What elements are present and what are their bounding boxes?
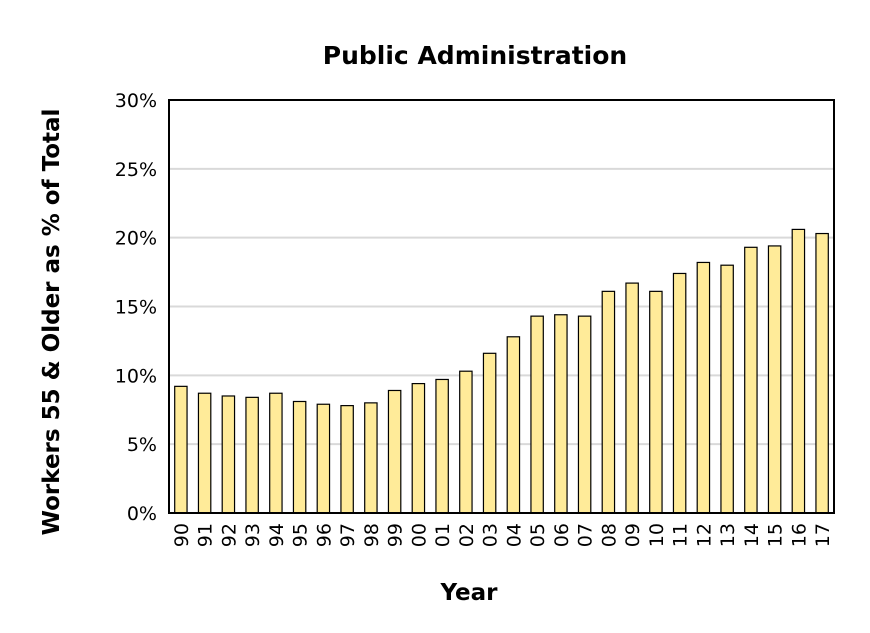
bar-92 — [221, 395, 236, 514]
x-tick-label: 07 — [575, 523, 597, 547]
bar-91 — [197, 392, 212, 514]
y-axis-label: Workers 55 & Older as % of Total — [39, 109, 65, 536]
y-tick-label: 5% — [127, 434, 157, 456]
x-tick-label: 90 — [171, 523, 193, 547]
x-tick-label: 99 — [385, 523, 407, 547]
y-tick-label: 25% — [115, 159, 157, 181]
x-tick-label: 94 — [266, 523, 288, 547]
bar-06 — [554, 314, 568, 514]
y-tick-label: 20% — [115, 228, 157, 250]
bar-17 — [815, 232, 829, 514]
x-tick-label: 14 — [741, 523, 763, 547]
bar-95 — [292, 400, 307, 514]
plot-frame — [168, 99, 835, 514]
bar-07 — [577, 315, 592, 514]
bar-90 — [174, 385, 188, 514]
bar-01 — [435, 378, 449, 514]
x-tick-labels: 90 91 92 93 94 95 96 97 98 99 00 01 02 03 04 05 06 07 08 09… — [171, 523, 834, 547]
bar-11 — [672, 272, 687, 514]
x-tick-label: 10 — [646, 523, 668, 547]
y-tick-labels: 0% 5% 10% 15% 20% 25% 30% — [115, 90, 157, 525]
bar-98 — [364, 402, 378, 514]
x-tick-label: 95 — [290, 523, 312, 547]
x-tick-label: 98 — [361, 523, 383, 547]
y-tick-label: 10% — [115, 365, 157, 387]
x-tick-label: 92 — [218, 523, 240, 547]
x-tick-label: 02 — [456, 523, 478, 547]
x-tick-label: 96 — [313, 523, 335, 547]
bar-00 — [411, 382, 426, 514]
bar-97 — [340, 405, 354, 514]
x-tick-label: 12 — [693, 523, 715, 547]
bar-13 — [720, 264, 734, 514]
x-tick-label: 16 — [788, 523, 810, 547]
x-tick-label: 00 — [408, 523, 430, 547]
x-tick-label: 01 — [432, 523, 454, 547]
y-tick-label: 30% — [115, 90, 157, 112]
bar-93 — [245, 396, 259, 514]
bar-16 — [791, 228, 806, 514]
x-tick-label: 05 — [527, 523, 549, 547]
x-tick-label: 15 — [765, 523, 787, 547]
x-tick-label: 08 — [598, 523, 620, 547]
bar-02 — [459, 370, 473, 514]
y-tick-label: 0% — [127, 503, 157, 525]
x-tick-label: 11 — [670, 523, 692, 547]
bar-10 — [649, 290, 663, 514]
x-tick-label: 06 — [551, 523, 573, 547]
gridlines — [169, 167, 834, 446]
bar-03 — [482, 352, 497, 514]
bar-08 — [601, 290, 616, 514]
x-tick-label: 09 — [622, 523, 644, 547]
bar-09 — [625, 282, 639, 514]
x-tick-label: 97 — [337, 523, 359, 547]
x-tick-label: 91 — [195, 523, 217, 547]
bar-99 — [387, 389, 402, 514]
bar-05 — [530, 315, 544, 514]
x-tick-label: 13 — [717, 523, 739, 547]
x-tick-label: 93 — [242, 523, 264, 547]
x-tick-label: 17 — [812, 523, 834, 547]
bar-12 — [696, 261, 711, 514]
bar-14 — [744, 246, 758, 514]
y-tick-label: 15% — [115, 297, 157, 319]
x-tick-label: 04 — [503, 523, 525, 547]
chart-title: Public Administration — [323, 41, 627, 70]
bar-15 — [767, 245, 782, 514]
bar-96 — [316, 403, 331, 514]
x-tick-label: 03 — [480, 523, 502, 547]
x-axis-label: Year — [439, 580, 498, 606]
bars — [174, 228, 829, 514]
bar-94 — [269, 392, 283, 514]
bar-04 — [506, 336, 521, 514]
